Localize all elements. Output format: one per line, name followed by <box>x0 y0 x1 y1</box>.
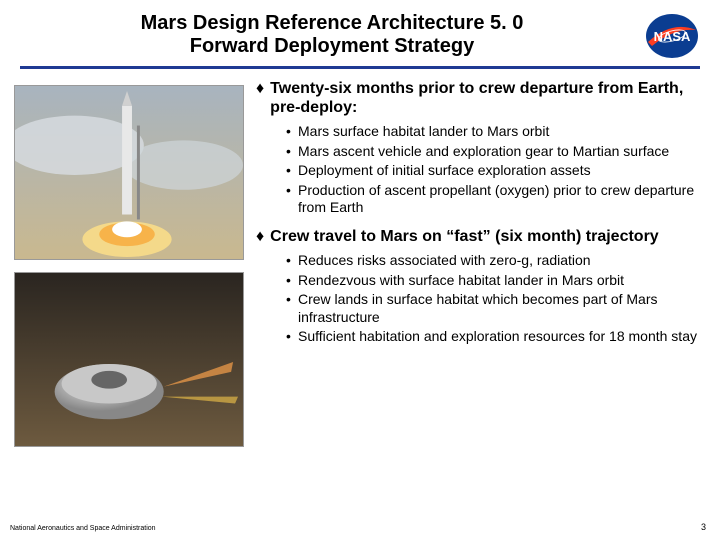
slide-header: Mars Design Reference Architecture 5. 0 … <box>0 0 720 60</box>
list-item: Crew lands in surface habitat which beco… <box>286 291 706 326</box>
section-1-list: Mars surface habitat lander to Mars orbi… <box>256 123 706 217</box>
mars-descent-image <box>14 272 244 447</box>
section-2: ♦ Crew travel to Mars on “fast” (six mon… <box>256 227 706 346</box>
section-1: ♦ Twenty-six months prior to crew depart… <box>256 79 706 217</box>
nasa-logo: NASA <box>644 12 700 60</box>
section-1-heading: ♦ Twenty-six months prior to crew depart… <box>256 79 706 117</box>
section-2-heading-text: Crew travel to Mars on “fast” (six month… <box>270 227 659 246</box>
list-item: Mars ascent vehicle and exploration gear… <box>286 143 706 161</box>
list-item: Reduces risks associated with zero-g, ra… <box>286 252 706 270</box>
list-item: Mars surface habitat lander to Mars orbi… <box>286 123 706 141</box>
slide-body: ♦ Twenty-six months prior to crew depart… <box>0 79 720 447</box>
title-line-2: Forward Deployment Strategy <box>20 35 644 58</box>
list-item: Deployment of initial surface exploratio… <box>286 162 706 180</box>
section-2-list: Reduces risks associated with zero-g, ra… <box>256 252 706 346</box>
svg-text:NASA: NASA <box>654 29 691 44</box>
diamond-bullet-icon: ♦ <box>256 227 264 246</box>
header-divider <box>20 66 700 69</box>
section-2-heading: ♦ Crew travel to Mars on “fast” (six mon… <box>256 227 706 246</box>
title-block: Mars Design Reference Architecture 5. 0 … <box>20 12 644 58</box>
section-1-heading-text: Twenty-six months prior to crew departur… <box>270 79 706 117</box>
title-line-1: Mars Design Reference Architecture 5. 0 <box>20 12 644 35</box>
rocket-launch-image <box>14 85 244 260</box>
page-number: 3 <box>701 522 706 532</box>
list-item: Rendezvous with surface habitat lander i… <box>286 272 706 290</box>
images-column <box>14 79 244 447</box>
diamond-bullet-icon: ♦ <box>256 79 264 98</box>
content-column: ♦ Twenty-six months prior to crew depart… <box>256 79 706 447</box>
list-item: Production of ascent propellant (oxygen)… <box>286 182 706 217</box>
list-item: Sufficient habitation and exploration re… <box>286 328 706 346</box>
footer-org: National Aeronautics and Space Administr… <box>10 525 156 532</box>
